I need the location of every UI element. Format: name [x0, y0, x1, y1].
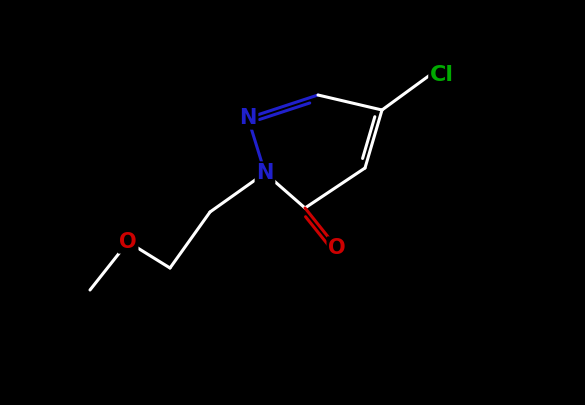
Text: N: N [239, 108, 257, 128]
Text: O: O [119, 232, 137, 252]
Text: O: O [328, 238, 346, 258]
Text: N: N [256, 163, 274, 183]
Text: Cl: Cl [430, 65, 454, 85]
